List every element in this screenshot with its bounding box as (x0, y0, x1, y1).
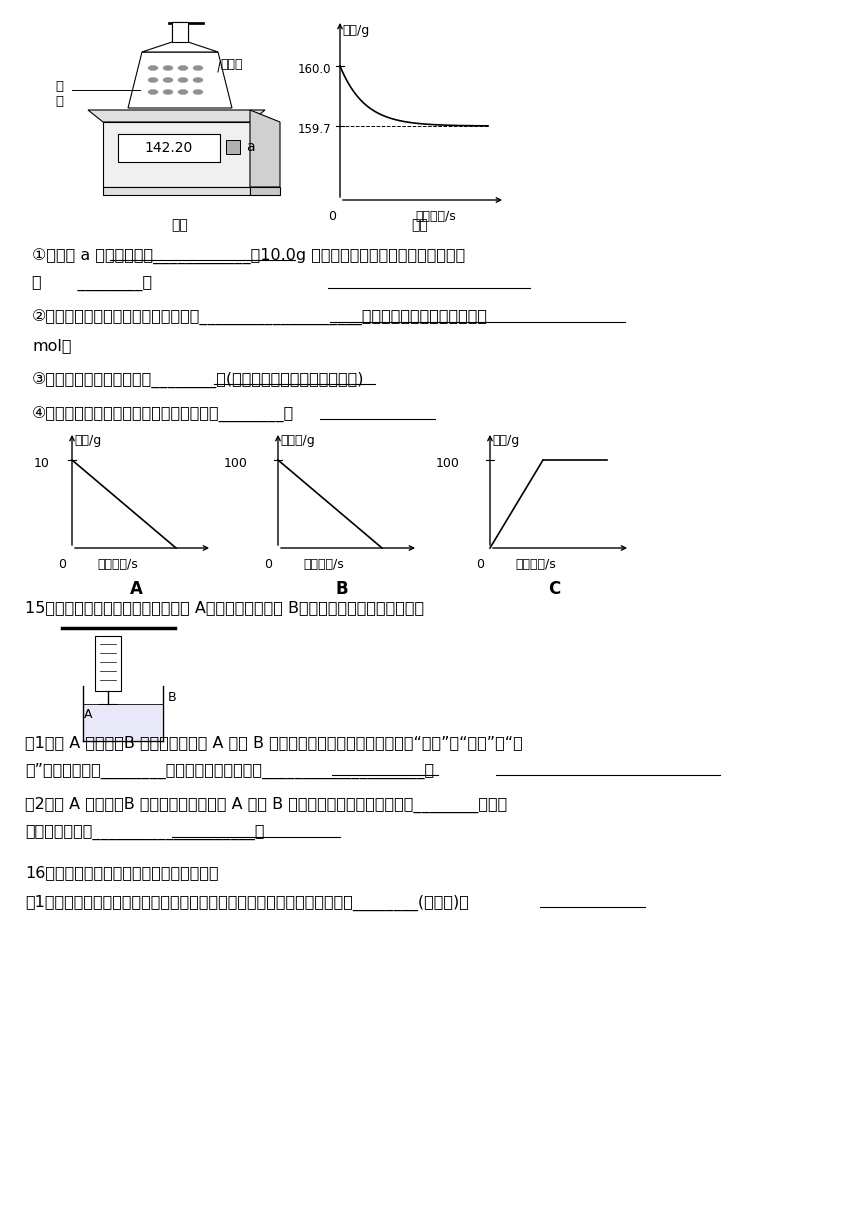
Text: 反应时间/s: 反应时间/s (415, 210, 456, 223)
Text: 反应时间/s: 反应时间/s (303, 558, 344, 572)
Polygon shape (142, 43, 218, 52)
Text: 0: 0 (58, 558, 66, 572)
Text: 图二: 图二 (412, 218, 428, 232)
Ellipse shape (178, 90, 188, 95)
Text: A: A (130, 580, 143, 598)
Bar (103, 122, 250, 187)
Bar (103, 187, 250, 195)
Bar (172, 22, 188, 44)
Text: A: A (84, 708, 93, 721)
Polygon shape (168, 22, 204, 24)
Ellipse shape (193, 90, 203, 95)
Text: 读数/g: 读数/g (342, 24, 369, 36)
Text: ④根据锥形瓶中的反应绘制的图像正确的是________。: ④根据锥形瓶中的反应绘制的图像正确的是________。 (32, 407, 294, 423)
Polygon shape (128, 52, 232, 108)
Text: B: B (168, 691, 176, 704)
Ellipse shape (178, 78, 188, 83)
Text: ③样品中鐵粉的质量分数是________。(根据化学方程式进行列式计算): ③样品中鐵粉的质量分数是________。(根据化学方程式进行列式计算) (32, 372, 365, 388)
Bar (84, 705, 162, 741)
Text: 的化学方程式为____________________。: 的化学方程式为____________________。 (25, 824, 265, 840)
Text: 是       ________。: 是 ________。 (32, 276, 152, 291)
Text: 160.0: 160.0 (298, 63, 331, 75)
Bar (172, 22, 188, 43)
Text: C: C (548, 580, 560, 598)
Text: 10: 10 (34, 457, 50, 471)
Ellipse shape (178, 66, 188, 71)
Text: mol。: mol。 (32, 338, 71, 353)
Ellipse shape (193, 66, 203, 71)
Text: 图一: 图一 (172, 218, 188, 232)
Text: 0: 0 (328, 210, 336, 223)
Text: 溶液/g: 溶液/g (492, 434, 519, 447)
Text: 159.7: 159.7 (298, 123, 332, 136)
Bar (99, 704, 117, 719)
Polygon shape (250, 187, 280, 195)
Text: 稀盐酸: 稀盐酸 (220, 58, 243, 71)
Text: 反应时间/s: 反应时间/s (515, 558, 556, 572)
Text: ①图一中 a 的仓器名称是____________。10.0g 样品转移到锥形瓶中需要使用的仓器: ①图一中 a 的仓器名称是____________。10.0g 样品转移到锥形瓶… (32, 248, 465, 264)
Polygon shape (250, 109, 280, 187)
Text: 稀硫酸/g: 稀硫酸/g (280, 434, 315, 447)
Text: 样品/g: 样品/g (74, 434, 101, 447)
Text: 16．分类类比是初中化学常用的学习方法。: 16．分类类比是初中化学常用的学习方法。 (25, 865, 218, 880)
Ellipse shape (193, 78, 203, 83)
Ellipse shape (163, 66, 173, 71)
Text: （2）若 A 为鐵块，B 为硫酸铜溶液，则将 A 放入 B 中，过一会，弹簧秤的读数将________，反应: （2）若 A 为鐵块，B 为硫酸铜溶液，则将 A 放入 B 中，过一会，弹簧秤的… (25, 796, 507, 814)
Bar (226, 140, 240, 154)
Text: 品: 品 (55, 95, 63, 108)
Text: 0: 0 (264, 558, 272, 572)
Polygon shape (88, 109, 265, 122)
Text: 0: 0 (476, 558, 484, 572)
Text: 样: 样 (55, 80, 63, 92)
Text: （1）若 A 为鐵块，B 为稀硫酸，则将 A 放入 B 中，过一会，弹簧秤的读数将（填“变大”、“变小”或“不: （1）若 A 为鐵块，B 为稀硫酸，则将 A 放入 B 中，过一会，弹簧秤的读数… (25, 734, 523, 750)
Text: a: a (246, 140, 255, 154)
Text: 142.20: 142.20 (144, 141, 194, 154)
Text: 反应时间/s: 反应时间/s (97, 558, 138, 572)
Ellipse shape (148, 66, 158, 71)
Ellipse shape (163, 78, 173, 83)
Text: ②写出锥形瓶中发生反应的化学方程式____________________。反应生成氢气的物质的量是: ②写出锥形瓶中发生反应的化学方程式____________________。反应… (32, 310, 488, 326)
Text: 15．如图所示，弹簧秤下挂着一重物 A，烧杯中盛有溶液 B，试根据要求回答下列问题：: 15．如图所示，弹簧秤下挂着一重物 A，烧杯中盛有溶液 B，试根据要求回答下列问… (25, 599, 424, 615)
Text: B: B (335, 580, 348, 598)
Text: 100: 100 (436, 457, 460, 471)
Text: （1）初中化学有许多实验，若按照实验目的不同，找出一个与众不同的实验________(填字母)；: （1）初中化学有许多实验，若按照实验目的不同，找出一个与众不同的实验______… (25, 895, 469, 911)
Bar (95, 636, 121, 691)
Ellipse shape (148, 90, 158, 95)
Text: 100: 100 (224, 457, 248, 471)
Ellipse shape (148, 78, 158, 83)
Ellipse shape (163, 90, 173, 95)
Text: 变”，下小题同）________，反应的化学方程式为____________________；: 变”，下小题同）________，反应的化学方程式为______________… (25, 762, 434, 779)
Bar (118, 134, 220, 162)
